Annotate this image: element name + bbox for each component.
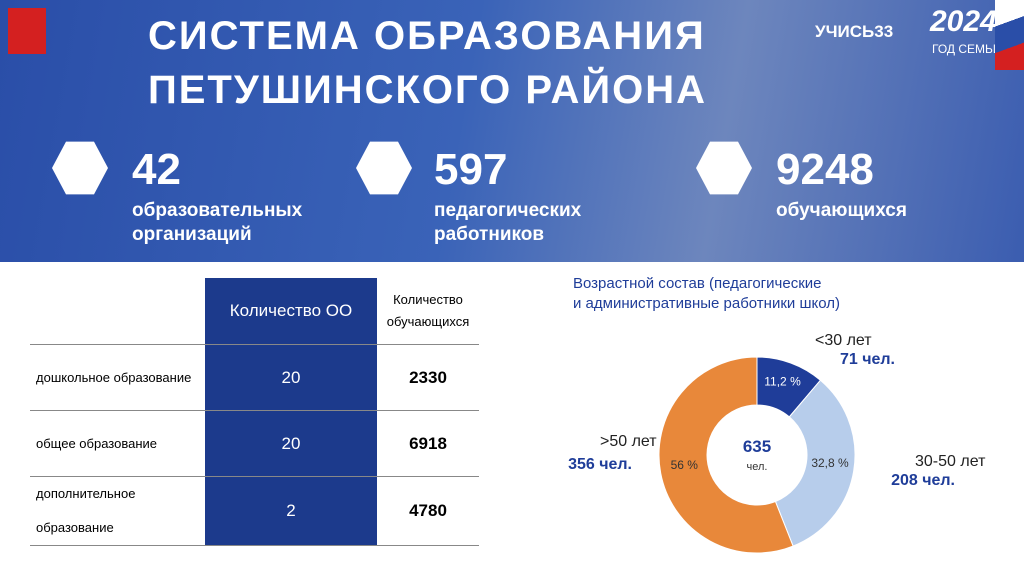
chart-title: и административные работники школ) (573, 295, 840, 312)
title: ПЕТУШИНСКОГО РАЙОНА (148, 68, 708, 112)
header-cell: Количество ОО (205, 278, 377, 345)
row: дополнительное образование 2 4780 (30, 476, 479, 546)
cell: 20 (205, 410, 377, 477)
icon (356, 141, 412, 195)
count-label: 208 чел. (891, 472, 955, 489)
stat-label: образовательных (132, 200, 303, 221)
cell: 2330 (377, 344, 479, 411)
center-value: 635 (743, 437, 771, 456)
logo: 2024 (930, 5, 997, 38)
category-label: >50 лет (600, 433, 657, 450)
stat-label: обучающихся (776, 200, 907, 221)
count-label: 71 чел. (840, 351, 895, 368)
title: СИСТЕМА ОБРАЗОВАНИЯ (148, 14, 706, 58)
table: Количество ОО Количество обучающихся дош… (30, 278, 479, 546)
logo: ГОД СЕМЬИ (932, 42, 1002, 56)
donut-segment (774, 379, 856, 547)
flag (995, 0, 1024, 70)
banner (0, 0, 1024, 262)
value-label: 11,2 % (764, 375, 801, 389)
cell: 4780 (377, 476, 479, 546)
stat-value: 9248 (776, 145, 874, 194)
cell: дошкольное образование (30, 344, 205, 411)
row: дошкольное образование 20 2330 (30, 344, 479, 411)
header-cell: Количество обучающихся (377, 278, 479, 345)
donut-segment (756, 356, 822, 418)
stat-value: 597 (434, 145, 508, 194)
count-label: 356 чел. (568, 456, 632, 473)
cell: 2 (205, 476, 377, 546)
cell: 20 (205, 344, 377, 411)
cell: 6918 (377, 410, 479, 477)
stat-label: организаций (132, 224, 252, 245)
value-label: 32,8 % (811, 456, 849, 470)
logo: УЧИСЬ33 (815, 22, 894, 41)
cell: дополнительное образование (30, 476, 205, 546)
stat-label: педагогических (434, 200, 582, 221)
value-label: 56 % (671, 458, 699, 472)
category-label: <30 лет (815, 332, 872, 349)
chart-title: Возрастной состав (педагогические (573, 275, 821, 292)
donut-segment (658, 356, 794, 554)
cell: общее образование (30, 410, 205, 477)
coat-of-arms (8, 8, 46, 54)
stat-label: работников (434, 224, 545, 245)
center-label: чел. (747, 461, 768, 473)
stat-value: 42 (132, 145, 181, 194)
cell (30, 278, 205, 345)
icon (52, 141, 108, 195)
category-label: 30-50 лет (915, 453, 986, 470)
row: общее образование 20 6918 (30, 410, 479, 477)
